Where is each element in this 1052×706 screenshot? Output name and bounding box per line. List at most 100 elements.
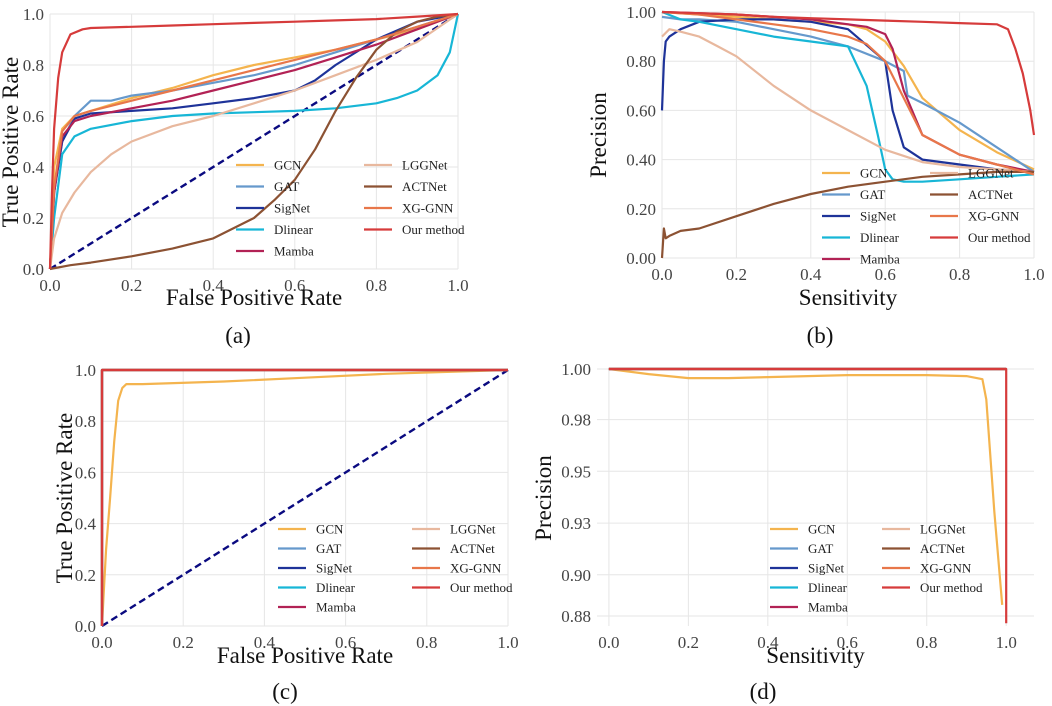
legend-label-signet: SigNet	[316, 561, 353, 576]
x-tick-label: 0.0	[651, 265, 672, 284]
series-group	[100, 368, 509, 627]
legend-label-gcn: GCN	[316, 522, 344, 537]
y-tick-label: 0.20	[626, 200, 656, 219]
x-tick-label: 0.8	[916, 633, 937, 652]
y-tick-label: 1.00	[626, 3, 656, 22]
x-tick-label: 0.8	[416, 633, 437, 652]
x-tick-label: 0.0	[39, 276, 60, 295]
x-tick-label: 0.2	[678, 633, 699, 652]
y-axis-label: True Positive Rate	[52, 413, 77, 583]
y-tick-label: 0.4	[75, 515, 97, 534]
series-line-signet	[660, 18, 1035, 173]
legend-label-mamba: Mamba	[860, 252, 900, 267]
y-tick-label: 0.2	[23, 209, 44, 228]
legend-label-actnet: ACTNet	[450, 541, 495, 556]
y-tick-label: 0.90	[561, 566, 591, 585]
y-tick-label: 0.0	[75, 617, 96, 636]
panel-caption: (a)	[225, 323, 251, 348]
series-line-our-method	[48, 12, 459, 270]
y-tick-label: 0.0	[23, 260, 44, 279]
series-line-gat	[661, 15, 1035, 173]
legend-label-our-method: Our method	[920, 580, 983, 595]
series-line-gcn	[608, 367, 1004, 605]
legend-label-gat: GAT	[316, 541, 341, 556]
y-tick-label: 0.2	[75, 566, 96, 585]
legend-label-dlinear: Dlinear	[860, 230, 900, 245]
legend-label-gcn: GCN	[274, 158, 302, 173]
y-tick-label: 0.40	[626, 151, 656, 170]
legend-label-our-method: Our method	[450, 580, 513, 595]
x-tick-label: 1.0	[1023, 265, 1044, 284]
legend-label-lggnet: LGGNet	[402, 158, 448, 173]
x-tick-label: 0.0	[91, 633, 112, 652]
x-tick-label: 0.4	[800, 265, 822, 284]
legend-label-actnet: ACTNet	[920, 541, 965, 556]
series-line-dlinear	[48, 13, 460, 270]
series-line-mamba	[48, 12, 459, 270]
legend-label-gat: GAT	[860, 187, 885, 202]
legend: GCN GAT SigNet Dlinear Mamba LGGNet ACTNet XG-G…	[770, 522, 983, 615]
x-tick-label: 0.6	[875, 265, 896, 284]
series-line-xg-gnn	[661, 10, 1035, 176]
series-line-dlinear	[661, 10, 1035, 183]
series-line-lggnet	[661, 28, 1035, 173]
series-line-lggnet	[48, 13, 459, 270]
y-tick-label: 0.60	[626, 101, 656, 120]
x-tick-label: 0.4	[757, 633, 779, 652]
series-line-our-method	[661, 10, 1036, 136]
series-group	[48, 12, 460, 271]
y-tick-label: 0.8	[75, 412, 96, 431]
x-tick-label: 0.6	[335, 633, 356, 652]
y-axis-label: Precision	[586, 92, 611, 178]
legend-label-our-method: Our method	[402, 222, 465, 237]
x-tick-label: 0.4	[254, 633, 276, 652]
x-tick-label: 1.0	[447, 276, 468, 295]
legend-label-xg-gnn: XG-GNN	[920, 561, 972, 576]
chance-diagonal-line	[101, 368, 509, 628]
y-tick-label: 0.80	[626, 52, 656, 71]
x-tick-label: 1.0	[996, 633, 1017, 652]
y-tick-label: 0.00	[626, 249, 656, 268]
legend-label-gcn: GCN	[860, 166, 888, 181]
y-tick-label: 0.98	[561, 411, 591, 430]
x-tick-label: 0.8	[366, 276, 387, 295]
legend-label-xg-gnn: XG-GNN	[450, 561, 502, 576]
y-tick-label: 0.95	[561, 462, 591, 481]
panel-a: 0.0 0.2 0.4 0.6 0.8 1.0 0.0 0.2 0.4 0.6 0.8 1.0 Fals…	[0, 5, 469, 348]
x-tick-label: 0.6	[837, 633, 858, 652]
y-tick-label: 0.88	[561, 607, 591, 626]
x-axis-label: False Positive Rate	[217, 643, 393, 668]
x-tick-label: 0.2	[173, 633, 194, 652]
series-group	[608, 367, 1008, 624]
legend-label-lggnet: LGGNet	[968, 166, 1014, 181]
x-tick-label: 0.4	[203, 276, 225, 295]
legend-label-lggnet: LGGNet	[920, 522, 966, 537]
x-tick-label: 0.2	[726, 265, 747, 284]
x-tick-label: 0.8	[949, 265, 970, 284]
y-tick-label: 1.0	[75, 361, 96, 380]
series-line-gcn	[661, 10, 1035, 171]
series-line-actnet	[49, 12, 459, 271]
legend-label-dlinear: Dlinear	[808, 580, 848, 595]
y-tick-label: 1.00	[561, 360, 591, 379]
legend-label-mamba: Mamba	[274, 244, 314, 259]
legend-label-signet: SigNet	[860, 209, 897, 224]
panel-d: 0.0 0.2 0.4 0.6 0.8 1.0 0.88 0.90 0.93 0.95 0.98 1.…	[531, 360, 1034, 704]
x-tick-label: 0.6	[284, 276, 305, 295]
y-tick-label: 0.6	[23, 107, 44, 126]
legend-label-gat: GAT	[808, 541, 833, 556]
legend-label-xg-gnn: XG-GNN	[968, 209, 1020, 224]
legend-label-actnet: ACTNet	[402, 179, 447, 194]
x-tick-label: 0.2	[121, 276, 142, 295]
y-tick-label: 0.93	[561, 514, 591, 533]
x-axis-label: Sensitivity	[766, 643, 865, 668]
series-line-xg-gnn	[48, 12, 459, 270]
legend-label-gat: GAT	[274, 179, 299, 194]
panel-caption: (c)	[272, 679, 298, 704]
legend-label-xg-gnn: XG-GNN	[402, 201, 454, 216]
legend-label-lggnet: LGGNet	[450, 522, 496, 537]
x-axis-label: False Positive Rate	[166, 285, 342, 310]
panel-b: 0.0 0.2 0.4 0.6 0.8 1.0 0.00 0.20 0.40 0.60 0.80 1.…	[586, 3, 1045, 348]
y-tick-label: 0.6	[75, 463, 96, 482]
